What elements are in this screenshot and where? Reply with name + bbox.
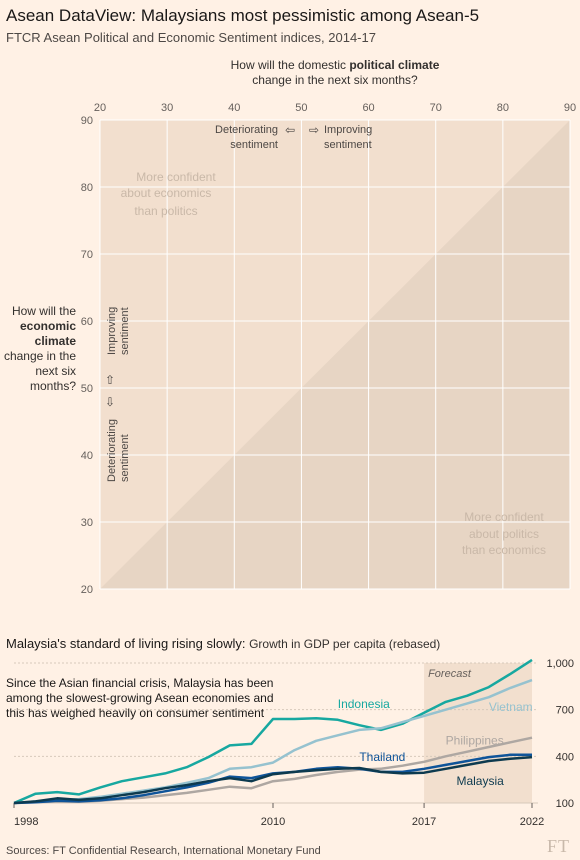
y-tick-label: 80 — [81, 182, 93, 194]
y-up-arrow-icon: ⇧ — [105, 373, 115, 387]
y-axis-question-suffix: change in the next six months? — [3, 349, 76, 393]
y-improving-label-1: Improving — [106, 307, 118, 355]
series-label-philippines: Philippines — [446, 733, 504, 747]
y-tick-label: 1,000 — [546, 658, 574, 670]
x-tick-label: 40 — [228, 102, 240, 114]
lower-region-background — [100, 120, 570, 589]
y-axis-question-prefix: How will the — [11, 304, 76, 318]
y-deteriorating-label-1: Deteriorating — [106, 419, 118, 482]
x-left-arrow-icon: ⇦ — [285, 123, 295, 137]
y-tick-label: 700 — [556, 705, 574, 717]
y-axis-question-bold: economic climate — [19, 319, 76, 348]
x-tick-label: 2010 — [261, 816, 285, 828]
x-axis-question-prefix: How will the domestic — [230, 58, 346, 72]
upper-region-label-line1: More confident — [136, 170, 216, 184]
line-chart-subtitle: Growth in GDP per capita (rebased) — [249, 637, 441, 651]
y-tick-label: 30 — [81, 517, 93, 529]
x-axis-question-suffix: change in the next six months? — [252, 73, 418, 87]
y-deteriorating-label-2: sentiment — [119, 434, 131, 482]
x-axis-question-bold: political climate — [349, 58, 440, 72]
x-tick-label: 80 — [497, 102, 509, 114]
x-tick-label: 20 — [94, 102, 106, 114]
y-tick-label: 70 — [81, 249, 93, 261]
y-tick-label: 50 — [81, 383, 93, 395]
y-deteriorating-annotation: Deteriorating sentiment — [106, 419, 131, 482]
series-label-malaysia: Malaysia — [456, 774, 504, 788]
y-tick-label: 400 — [556, 751, 574, 763]
chart-title: Asean DataView: Malaysians most pessimis… — [6, 6, 480, 25]
lower-region-label-line1: More confident — [464, 510, 544, 524]
y-tick-label: 40 — [81, 450, 93, 462]
x-tick-label: 1998 — [14, 816, 38, 828]
x-axis-question: How will the domestic political climate … — [200, 58, 470, 88]
x-tick-label: 60 — [362, 102, 374, 114]
y-tick-label: 90 — [81, 115, 93, 127]
upper-region-label-line3: than politics — [134, 204, 197, 218]
series-label-indonesia: Indonesia — [338, 697, 390, 711]
x-right-arrow-icon: ⇨ — [309, 123, 319, 137]
y-axis-question: How will the economic climate change in … — [0, 304, 76, 394]
y-tick-label: 60 — [81, 316, 93, 328]
series-line-indonesia — [13, 658, 533, 805]
y-down-arrow-icon: ⇩ — [105, 395, 115, 409]
source-note: Sources: FT Confidential Research, Inter… — [6, 845, 321, 857]
chart-annotation: Since the Asian financial crisis, Malays… — [6, 676, 274, 720]
line-chart-title: Malaysia's standard of living rising slo… — [6, 636, 246, 651]
gdp-line-chart: Forecast 100 400 700 1,000 1998 2010 2017 2022 In… — [13, 658, 574, 828]
lower-region-label-line2: about politics — [469, 527, 539, 541]
y-improving-annotation: Improving sentiment — [106, 307, 131, 355]
x-tick-label: 2022 — [520, 816, 544, 828]
line-chart-heading: Malaysia's standard of living rising slo… — [6, 636, 440, 651]
x-improving-label-1: Improving — [324, 124, 372, 136]
forecast-label: Forecast — [428, 668, 472, 680]
x-tick-label: 50 — [295, 102, 307, 114]
ft-logo: FT — [546, 836, 570, 856]
x-tick-label: 30 — [161, 102, 173, 114]
y-improving-label-2: sentiment — [119, 307, 131, 355]
series-line-vietnam — [13, 678, 533, 805]
lower-region-label-line3: than economics — [462, 543, 546, 557]
upper-region-label-line2: about economics — [121, 186, 212, 200]
gdp-plot-area: Forecast 100 400 700 1,000 1998 2010 2017 2022 In… — [13, 658, 574, 828]
x-deteriorating-label-1: Deteriorating — [215, 124, 278, 136]
series-label-thailand: Thailand — [359, 750, 405, 764]
x-deteriorating-label-2: sentiment — [230, 139, 278, 151]
x-tick-label: 70 — [430, 102, 442, 114]
x-improving-label-2: sentiment — [324, 139, 372, 151]
x-tick-label: 90 — [564, 102, 576, 114]
chart-subtitle: FTCR Asean Political and Economic Sentim… — [6, 30, 376, 45]
y-tick-label: 100 — [556, 798, 574, 810]
series-label-vietnam: Vietnam — [489, 700, 533, 714]
x-tick-label: 2017 — [412, 816, 436, 828]
y-tick-label: 20 — [81, 584, 93, 596]
series-line-malaysia — [13, 755, 533, 805]
